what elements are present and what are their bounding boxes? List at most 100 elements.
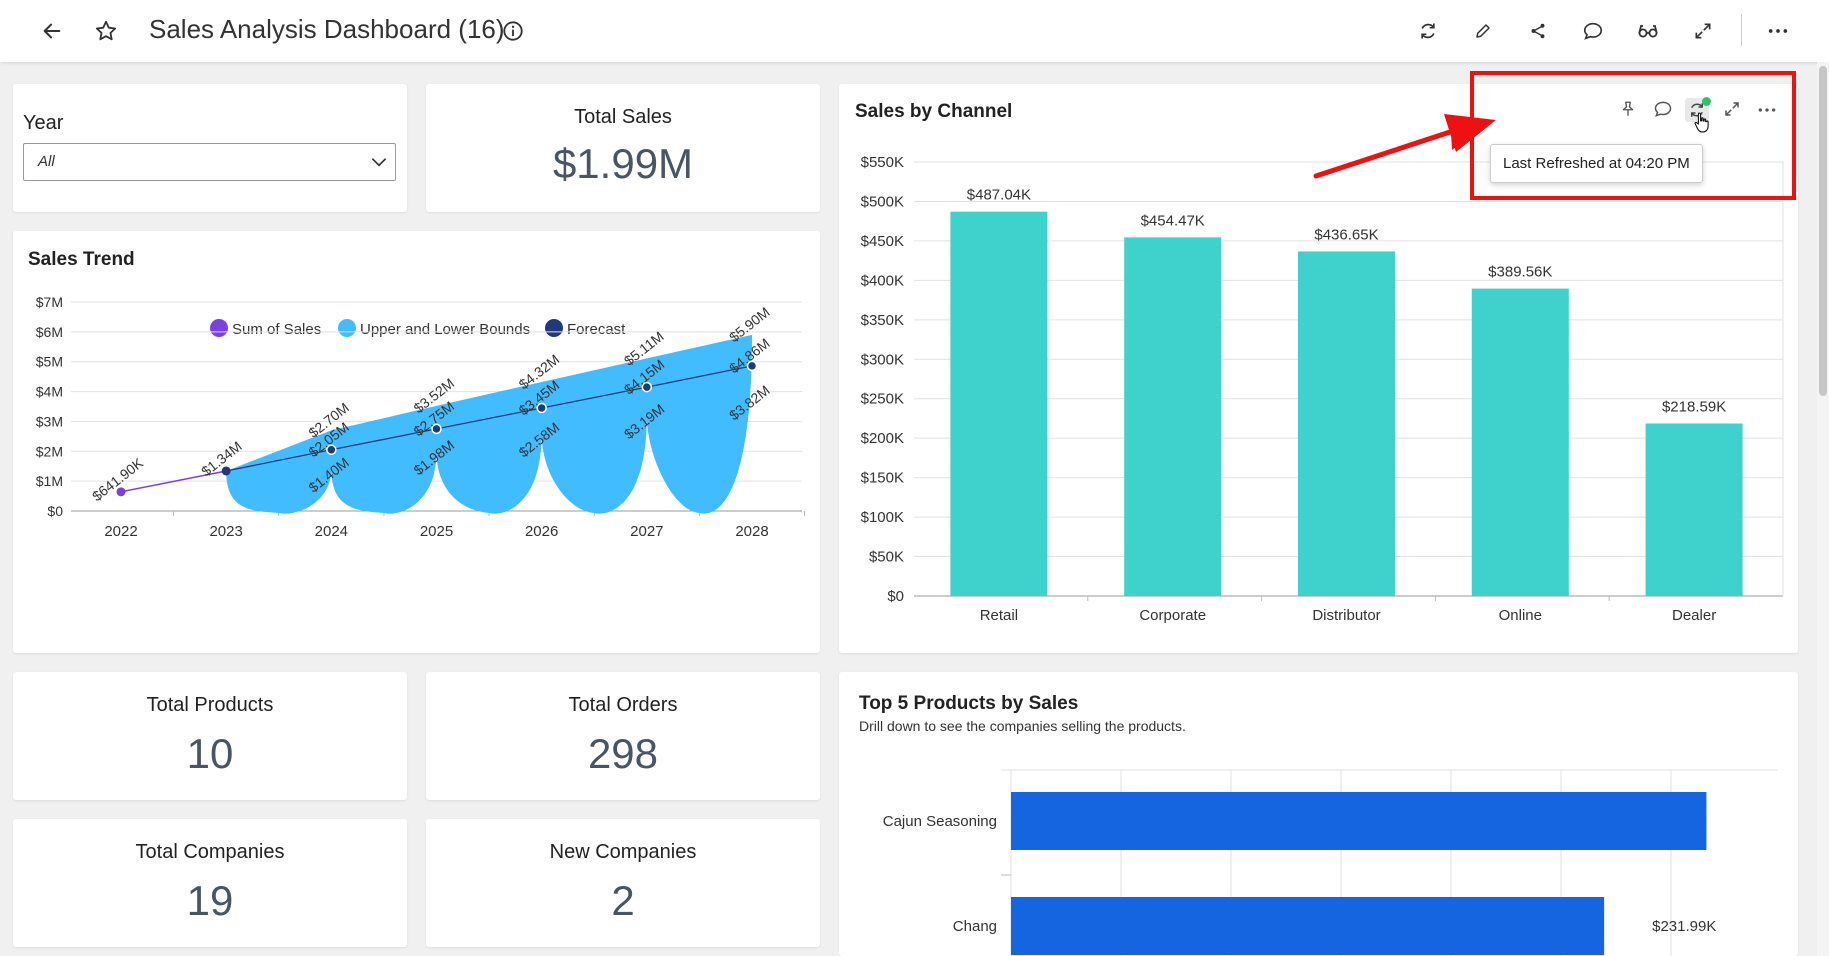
- total-products-title: Total Products: [146, 694, 274, 716]
- bounds-area: [226, 334, 752, 514]
- trend-y-tick: $2M: [36, 443, 63, 459]
- new-companies-title: New Companies: [549, 841, 697, 863]
- pin-icon[interactable]: [1619, 100, 1637, 123]
- new-companies-card: New Companies 2: [426, 819, 820, 947]
- product-bar[interactable]: [1011, 897, 1605, 955]
- top-products-card: Top 5 Products by Sales Drill down to se…: [839, 672, 1798, 956]
- sales-trend-title: Sales Trend: [28, 249, 135, 270]
- more-icon[interactable]: [1760, 13, 1796, 49]
- year-dropdown-value: All: [38, 153, 55, 170]
- last-refreshed-tooltip: Last Refreshed at 04:20 PM: [1490, 144, 1703, 183]
- trend-y-tick: $6M: [36, 324, 63, 340]
- total-orders-value: 298: [587, 730, 659, 777]
- channel-bar[interactable]: [1471, 288, 1569, 596]
- channel-y-tick: $100K: [861, 509, 904, 526]
- top-products-chart: Cajun Seasoning Chang $231.99K: [883, 769, 1778, 956]
- scrollbar[interactable]: [1817, 62, 1829, 956]
- total-companies-value: 19: [186, 877, 234, 924]
- product-bar[interactable]: [1011, 792, 1707, 850]
- tile-more-icon[interactable]: [1757, 100, 1777, 125]
- legend-marker-sum-of-sales: [210, 319, 228, 337]
- trend-y-tick: $5M: [36, 354, 63, 370]
- forecast-point[interactable]: [536, 402, 547, 414]
- hand-cursor-icon: [1694, 111, 1712, 138]
- channel-bar[interactable]: [1298, 251, 1395, 596]
- comment-icon[interactable]: [1575, 13, 1611, 49]
- sales-data-label: $641.90K: [89, 454, 147, 504]
- top-products-title: Top 5 Products by Sales: [859, 693, 1079, 714]
- total-sales-card: Total Sales $1.99M: [426, 84, 820, 212]
- total-sales-value: $1.99M: [552, 140, 694, 187]
- year-filter-label: Year: [23, 112, 64, 134]
- product-value-label: $231.99K: [1652, 918, 1716, 935]
- channel-y-tick: $400K: [861, 272, 904, 289]
- channel-bar[interactable]: [1124, 237, 1222, 597]
- channel-bar-label: $389.56K: [1488, 264, 1552, 281]
- product-label: Cajun Seasoning: [883, 813, 997, 830]
- back-arrow-icon[interactable]: [34, 13, 70, 49]
- trend-x-tick: 2023: [209, 523, 242, 540]
- expand-icon[interactable]: [1685, 13, 1721, 49]
- channel-bar-label: $218.59K: [1662, 399, 1726, 416]
- channel-y-tick: $450K: [861, 233, 904, 250]
- sales-by-channel-card: Sales by Channel $0 $50K $100K $150K $200K $2…: [839, 84, 1798, 653]
- page-title: Sales Analysis Dashboard (16): [149, 14, 505, 44]
- year-dropdown[interactable]: All: [23, 143, 396, 181]
- forecast-line: [226, 365, 753, 472]
- chevron-down-icon: [369, 152, 389, 177]
- total-products-value: 10: [186, 730, 234, 777]
- star-icon[interactable]: [88, 13, 124, 49]
- trend-x-tick: 2025: [420, 523, 453, 540]
- channel-y-tick: $150K: [861, 470, 904, 487]
- scrollbar-thumb[interactable]: [1819, 66, 1827, 396]
- trend-x-tick: 2022: [104, 523, 137, 540]
- toolbar-divider: [1741, 14, 1742, 46]
- total-companies-title: Total Companies: [135, 841, 285, 863]
- top-bar: Sales Analysis Dashboard (16): [0, 0, 1829, 62]
- sum-of-sales-point[interactable]: [116, 487, 126, 497]
- channel-x-tick: Corporate: [1139, 607, 1206, 624]
- trend-y-tick: $1M: [36, 473, 63, 489]
- trend-x-tick: 2028: [735, 523, 768, 540]
- channel-bar-label: $436.65K: [1314, 226, 1378, 243]
- legend-forecast: Forecast: [567, 321, 626, 338]
- annotation-arrow-icon: [1313, 114, 1496, 179]
- channel-y-tick: $550K: [861, 154, 904, 171]
- channel-bar-label: $487.04K: [967, 187, 1031, 204]
- year-filter-card: Year All: [13, 84, 407, 212]
- sales-trend-card: Sales Trend Sum of Sales Upper and Lower…: [13, 231, 820, 653]
- tile-comment-icon[interactable]: [1653, 99, 1673, 124]
- legend-marker-forecast: [545, 319, 563, 337]
- forecast-point[interactable]: [746, 360, 758, 372]
- tile-expand-icon[interactable]: [1723, 100, 1741, 123]
- glasses-icon[interactable]: [1630, 13, 1666, 49]
- forecast-point[interactable]: [431, 423, 442, 435]
- tile-refresh-button[interactable]: [1685, 97, 1711, 133]
- forecast-point[interactable]: [221, 466, 231, 476]
- sales-trend-chart: Sum of Sales Upper and Lower Bounds Fore…: [36, 294, 806, 540]
- channel-x-tick: Distributor: [1312, 607, 1380, 624]
- channel-x-tick: Retail: [980, 607, 1018, 624]
- trend-y-tick: $0: [47, 503, 63, 519]
- channel-y-tick: $200K: [861, 430, 904, 447]
- info-icon[interactable]: [495, 13, 531, 49]
- channel-bar[interactable]: [950, 211, 1048, 596]
- edit-icon[interactable]: [1465, 13, 1501, 49]
- forecast-point[interactable]: [641, 381, 653, 393]
- trend-y-tick: $3M: [36, 413, 63, 429]
- trend-x-tick: 2027: [630, 523, 663, 540]
- channel-x-tick: Online: [1499, 607, 1542, 624]
- channel-y-tick: $50K: [869, 549, 904, 566]
- share-icon[interactable]: [1520, 13, 1556, 49]
- top-products-subtitle: Drill down to see the companies selling …: [859, 718, 1186, 734]
- total-products-card: Total Products 10: [13, 672, 407, 800]
- legend-upper-lower-bounds: Upper and Lower Bounds: [360, 321, 530, 338]
- total-orders-title: Total Orders: [568, 694, 678, 716]
- channel-bar[interactable]: [1645, 423, 1743, 596]
- sum-of-sales-line: [120, 470, 227, 493]
- total-companies-card: Total Companies 19: [13, 819, 407, 947]
- channel-x-tick: Dealer: [1672, 607, 1716, 624]
- channel-y-tick: $500K: [861, 193, 904, 210]
- refresh-icon[interactable]: [1410, 13, 1446, 49]
- forecast-point[interactable]: [326, 444, 337, 456]
